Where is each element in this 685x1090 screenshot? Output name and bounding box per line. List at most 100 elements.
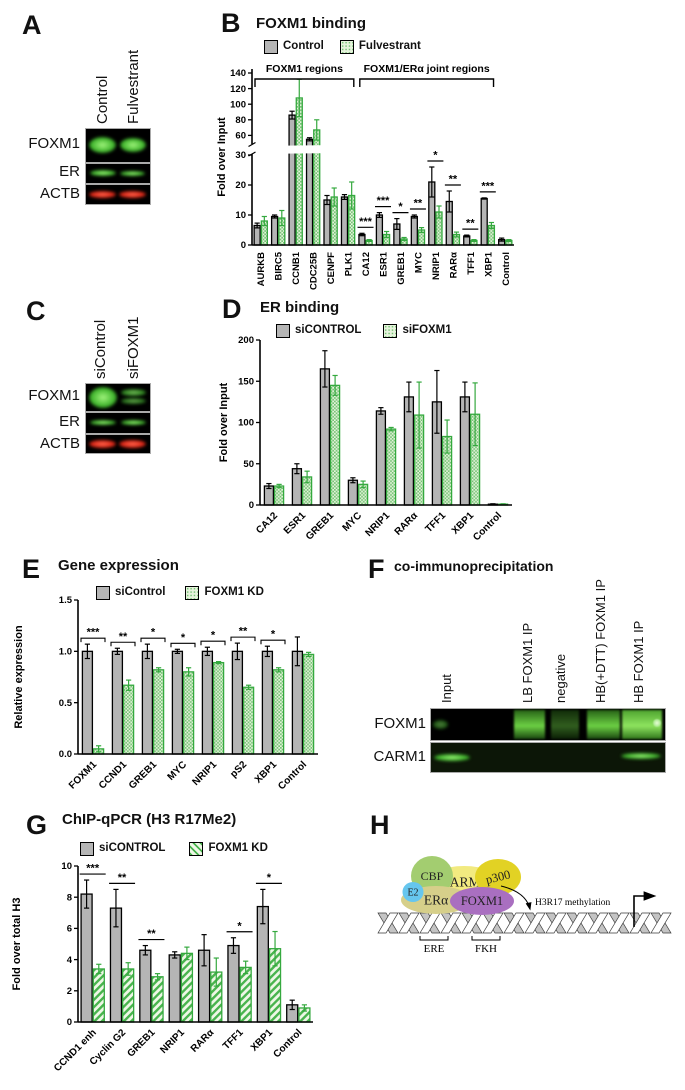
panel-e-letter: E bbox=[22, 554, 41, 584]
bar bbox=[139, 949, 152, 1023]
y-tick-label: 100 bbox=[238, 418, 254, 429]
bar bbox=[459, 396, 471, 506]
panel-h-letter: H bbox=[370, 810, 390, 840]
x-label: pS2 bbox=[228, 759, 249, 780]
bar bbox=[261, 650, 274, 755]
x-label: MYC bbox=[413, 252, 424, 273]
bar bbox=[111, 650, 124, 755]
blot-a-row-label: ER bbox=[59, 163, 80, 180]
blot-c-row-label: ACTB bbox=[39, 435, 80, 452]
bar bbox=[288, 114, 296, 246]
chart-g-title: ChIP-qPCR (H3 R17Me2) bbox=[62, 811, 237, 828]
dna-ribbon bbox=[503, 912, 525, 934]
bar bbox=[319, 368, 331, 506]
blot-c-lane-label: siControl bbox=[92, 319, 109, 379]
fkh-bracket bbox=[471, 936, 501, 941]
sig-stars: * bbox=[267, 872, 272, 884]
legend-label: FOXM1 KD bbox=[204, 586, 264, 599]
bar bbox=[239, 966, 252, 1023]
bar bbox=[347, 479, 359, 506]
y-tick-label: 0.0 bbox=[59, 749, 72, 760]
dna-ribbon bbox=[587, 912, 609, 934]
legend-item: FOXM1 KD bbox=[189, 842, 268, 856]
x-label: Control bbox=[471, 510, 504, 543]
axis-break-band bbox=[253, 143, 514, 154]
sig-bracket bbox=[80, 637, 106, 643]
protein-label: FOXM1 bbox=[461, 894, 503, 908]
blot-f-carm1-strip bbox=[430, 742, 666, 773]
bar bbox=[270, 215, 279, 246]
y-axis-title: Fold over Input bbox=[216, 117, 228, 197]
y-tick-label: 100 bbox=[230, 99, 246, 110]
legend-item: siFOXM1 bbox=[383, 324, 452, 338]
blot-band bbox=[120, 138, 146, 152]
x-label: CCND1 enh bbox=[52, 1027, 99, 1074]
x-label: GREB1 bbox=[304, 510, 336, 542]
blot-f-lane-label: negative bbox=[553, 653, 568, 703]
sig-stars: *** bbox=[87, 627, 101, 639]
panel-b-letter: B bbox=[221, 8, 241, 38]
bar bbox=[242, 686, 255, 755]
x-label: NRIP1 bbox=[364, 510, 393, 539]
legend-item: siControl bbox=[96, 586, 165, 600]
gray-swatch-icon bbox=[264, 40, 278, 54]
bar bbox=[302, 653, 315, 755]
x-label: NRIP1 bbox=[191, 759, 220, 788]
protein-cbp bbox=[411, 856, 453, 896]
blot-band bbox=[119, 440, 146, 448]
methylation-label: H3R17 methylation bbox=[535, 898, 610, 908]
dna-ribbon bbox=[524, 912, 546, 934]
x-label: XBP1 bbox=[483, 251, 494, 277]
x-label: Control bbox=[272, 1027, 305, 1060]
chart-b-legend: Control Fulvestrant bbox=[264, 40, 421, 54]
bar bbox=[80, 893, 93, 1023]
chart-d-legend: siCONTROL siFOXM1 bbox=[276, 324, 452, 338]
bar bbox=[231, 650, 244, 755]
protein-label: CBP bbox=[421, 869, 444, 883]
break-mark bbox=[248, 141, 256, 148]
y-axis-title: Fold over Input bbox=[218, 382, 230, 462]
sig-bracket bbox=[200, 640, 226, 646]
legend-item: siCONTROL bbox=[276, 324, 361, 338]
sig-stars: ** bbox=[239, 626, 248, 638]
bar bbox=[81, 650, 94, 755]
legend-label: Fulvestrant bbox=[358, 40, 421, 53]
y-axis-title: Fold over total H3 bbox=[11, 898, 23, 991]
blot-band bbox=[89, 191, 116, 198]
x-label: MYC bbox=[166, 759, 190, 783]
bar bbox=[385, 428, 397, 506]
blot-a-row-label: FOXM1 bbox=[28, 135, 80, 152]
x-label: Control bbox=[276, 759, 309, 792]
sig-stars: *** bbox=[359, 216, 373, 228]
blot-c-foxm1-strip bbox=[85, 383, 151, 412]
bar bbox=[410, 215, 418, 246]
x-label: XBP1 bbox=[253, 759, 280, 786]
bar bbox=[480, 197, 488, 246]
sig-stars: ** bbox=[119, 631, 128, 643]
blot-band bbox=[120, 171, 145, 176]
bar bbox=[201, 650, 214, 755]
x-label: CENPF bbox=[326, 252, 337, 284]
sig-stars: ** bbox=[118, 872, 127, 884]
x-label: GREB1 bbox=[396, 251, 407, 284]
chart-e-legend: siControl FOXM1 KD bbox=[96, 586, 264, 600]
blot-band bbox=[121, 398, 146, 404]
y-tick-label: 200 bbox=[238, 335, 254, 346]
sig-stars: * bbox=[271, 629, 276, 641]
x-label: CDC25B bbox=[309, 252, 320, 290]
methylation-arrow bbox=[500, 885, 532, 911]
x-label: BIRC5 bbox=[274, 251, 285, 280]
blot-a-row-label: ACTB bbox=[39, 185, 80, 202]
panel-a-letter: A bbox=[22, 10, 42, 40]
protein-label: E2 bbox=[407, 887, 418, 898]
x-label: CA12 bbox=[254, 510, 280, 536]
dna-ribbon bbox=[440, 912, 462, 934]
dna-ribbon bbox=[545, 912, 567, 934]
sig-stars: *** bbox=[86, 863, 100, 875]
x-label: NRIP1 bbox=[158, 1027, 187, 1056]
dna-ribbon bbox=[566, 912, 588, 934]
